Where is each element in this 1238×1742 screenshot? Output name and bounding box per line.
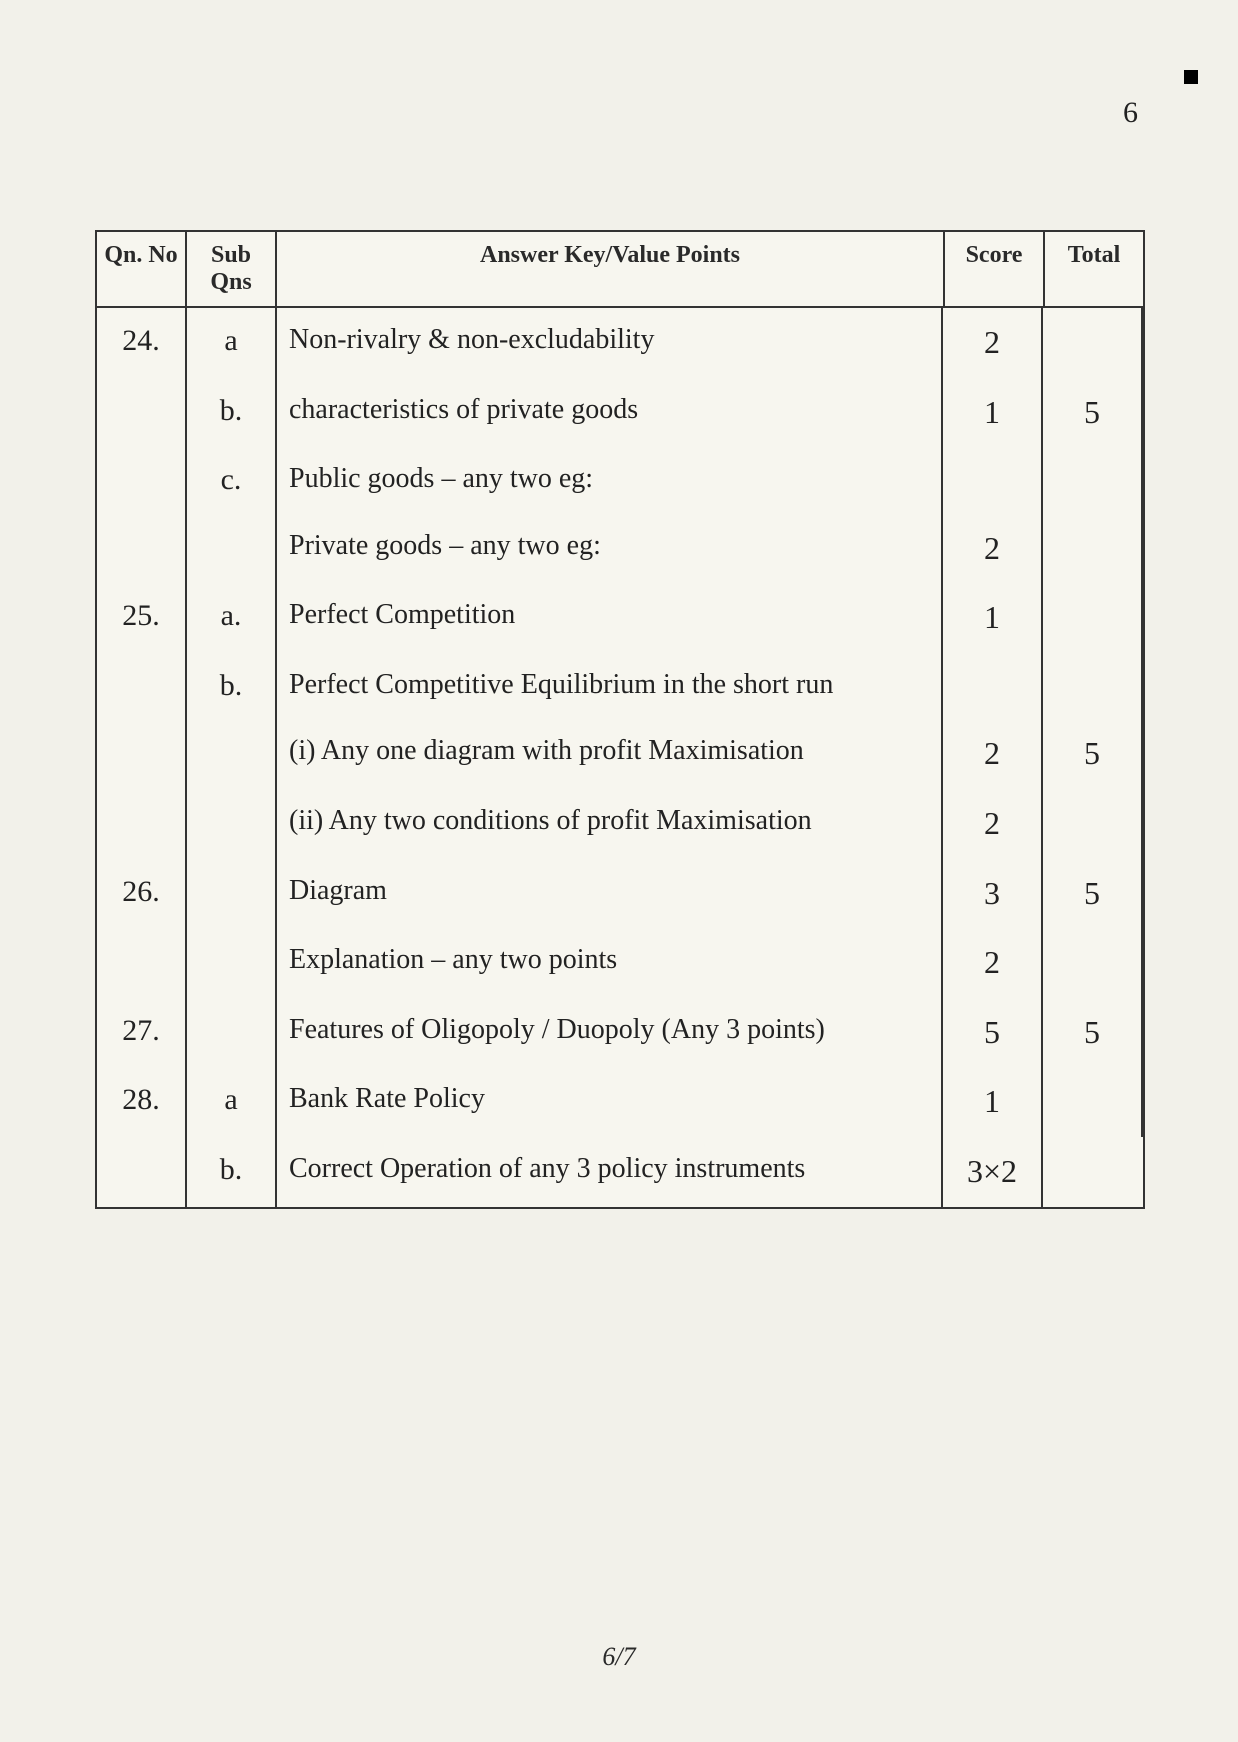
cell-score <box>943 653 1043 720</box>
cell-total <box>1043 653 1143 720</box>
cell-total: 5 <box>1043 719 1143 789</box>
cell-total: 5 <box>1043 859 1143 929</box>
cell-score: 1 <box>943 378 1043 448</box>
cell-sub: a <box>187 1067 277 1137</box>
cell-score: 5 <box>943 998 1043 1068</box>
header-answer: Answer Key/Value Points <box>276 231 944 307</box>
cell-answer: Explanation – any two points <box>277 928 943 998</box>
cell-answer: Perfect Competitive Equilibrium in the s… <box>277 653 943 720</box>
corner-mark <box>1184 70 1198 84</box>
cell-sub <box>187 998 277 1068</box>
cell-sub: a <box>187 308 277 378</box>
cell-answer: Public goods – any two eg: <box>277 447 943 514</box>
cell-total <box>1043 1067 1143 1137</box>
cell-qn <box>97 514 187 584</box>
cell-score: 2 <box>943 789 1043 859</box>
cell-total <box>1043 789 1143 859</box>
page-number-top: 6 <box>1123 90 1138 137</box>
cell-answer: characteristics of private goods <box>277 378 943 448</box>
cell-total <box>1043 583 1143 653</box>
cell-qn <box>97 1137 187 1207</box>
cell-qn <box>97 789 187 859</box>
cell-sub: b. <box>187 653 277 720</box>
cell-qn: 28. <box>97 1067 187 1137</box>
cell-score: 2 <box>943 308 1043 378</box>
cell-sub <box>187 859 277 929</box>
cell-score: 1 <box>943 583 1043 653</box>
cell-score: 2 <box>943 719 1043 789</box>
page-number-bottom: 6/7 <box>602 1642 635 1672</box>
cell-total: 5 <box>1043 378 1143 448</box>
cell-qn <box>97 378 187 448</box>
cell-score: 3×2 <box>943 1137 1043 1207</box>
cell-qn: 24. <box>97 308 187 378</box>
cell-score: 2 <box>943 514 1043 584</box>
cell-answer: Diagram <box>277 859 943 929</box>
cell-answer: (i) Any one diagram with profit Maximisa… <box>277 719 943 789</box>
cell-sub: b. <box>187 1137 277 1207</box>
cell-sub <box>187 719 277 789</box>
cell-score: 2 <box>943 928 1043 998</box>
cell-sub: a. <box>187 583 277 653</box>
cell-answer: Non-rivalry & non-excludability <box>277 308 943 378</box>
cell-total <box>1043 928 1143 998</box>
header-score: Score <box>944 231 1044 307</box>
cell-qn: 25. <box>97 583 187 653</box>
cell-sub: b. <box>187 378 277 448</box>
cell-qn <box>97 719 187 789</box>
cell-score: 1 <box>943 1067 1043 1137</box>
cell-score <box>943 447 1043 514</box>
cell-sub <box>187 928 277 998</box>
cell-answer: Features of Oligopoly / Duopoly (Any 3 p… <box>277 998 943 1068</box>
cell-total <box>1043 308 1143 378</box>
cell-answer: Bank Rate Policy <box>277 1067 943 1137</box>
header-row: Qn. No Sub Qns Answer Key/Value Points S… <box>96 231 1144 307</box>
cell-qn: 27. <box>97 998 187 1068</box>
cell-sub <box>187 514 277 584</box>
cell-score: 3 <box>943 859 1043 929</box>
cell-answer: Perfect Competition <box>277 583 943 653</box>
cell-answer: Private goods – any two eg: <box>277 514 943 584</box>
cell-total <box>1043 447 1143 514</box>
header-total: Total <box>1044 231 1144 307</box>
table-body: 24.aNon-rivalry & non-excludability2b.ch… <box>97 308 1143 1207</box>
cell-qn <box>97 653 187 720</box>
cell-answer: (ii) Any two conditions of profit Maximi… <box>277 789 943 859</box>
cell-qn <box>97 928 187 998</box>
cell-total <box>1043 1137 1143 1207</box>
cell-qn <box>97 447 187 514</box>
answer-key-table: Qn. No Sub Qns Answer Key/Value Points S… <box>95 230 1145 1209</box>
cell-sub <box>187 789 277 859</box>
cell-total <box>1043 514 1143 584</box>
cell-total: 5 <box>1043 998 1143 1068</box>
header-qn: Qn. No <box>96 231 186 307</box>
cell-qn: 26. <box>97 859 187 929</box>
header-sub: Sub Qns <box>186 231 276 307</box>
cell-sub: c. <box>187 447 277 514</box>
cell-answer: Correct Operation of any 3 policy instru… <box>277 1137 943 1207</box>
